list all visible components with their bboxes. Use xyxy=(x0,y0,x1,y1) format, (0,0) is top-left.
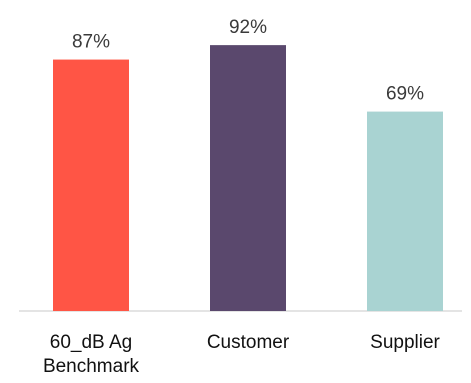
value-labels-group: 87% 92% 69% xyxy=(72,17,424,104)
x-tick-label-1-line-1: 60_dB Ag xyxy=(50,332,132,353)
bar-1 xyxy=(53,59,129,311)
x-tick-label-2: Customer xyxy=(207,332,290,353)
bar-3 xyxy=(367,111,443,311)
bar-2 xyxy=(210,45,286,312)
value-label-1: 87% xyxy=(72,32,110,53)
tick-labels-group: 60_dB Ag Benchmark Customer Supplier xyxy=(43,332,441,377)
value-label-2: 92% xyxy=(229,17,267,38)
x-tick-label-1-line-2: Benchmark xyxy=(43,356,140,377)
bars-group xyxy=(53,45,443,312)
x-tick-label-3: Supplier xyxy=(370,332,440,353)
value-label-3: 69% xyxy=(386,84,424,105)
